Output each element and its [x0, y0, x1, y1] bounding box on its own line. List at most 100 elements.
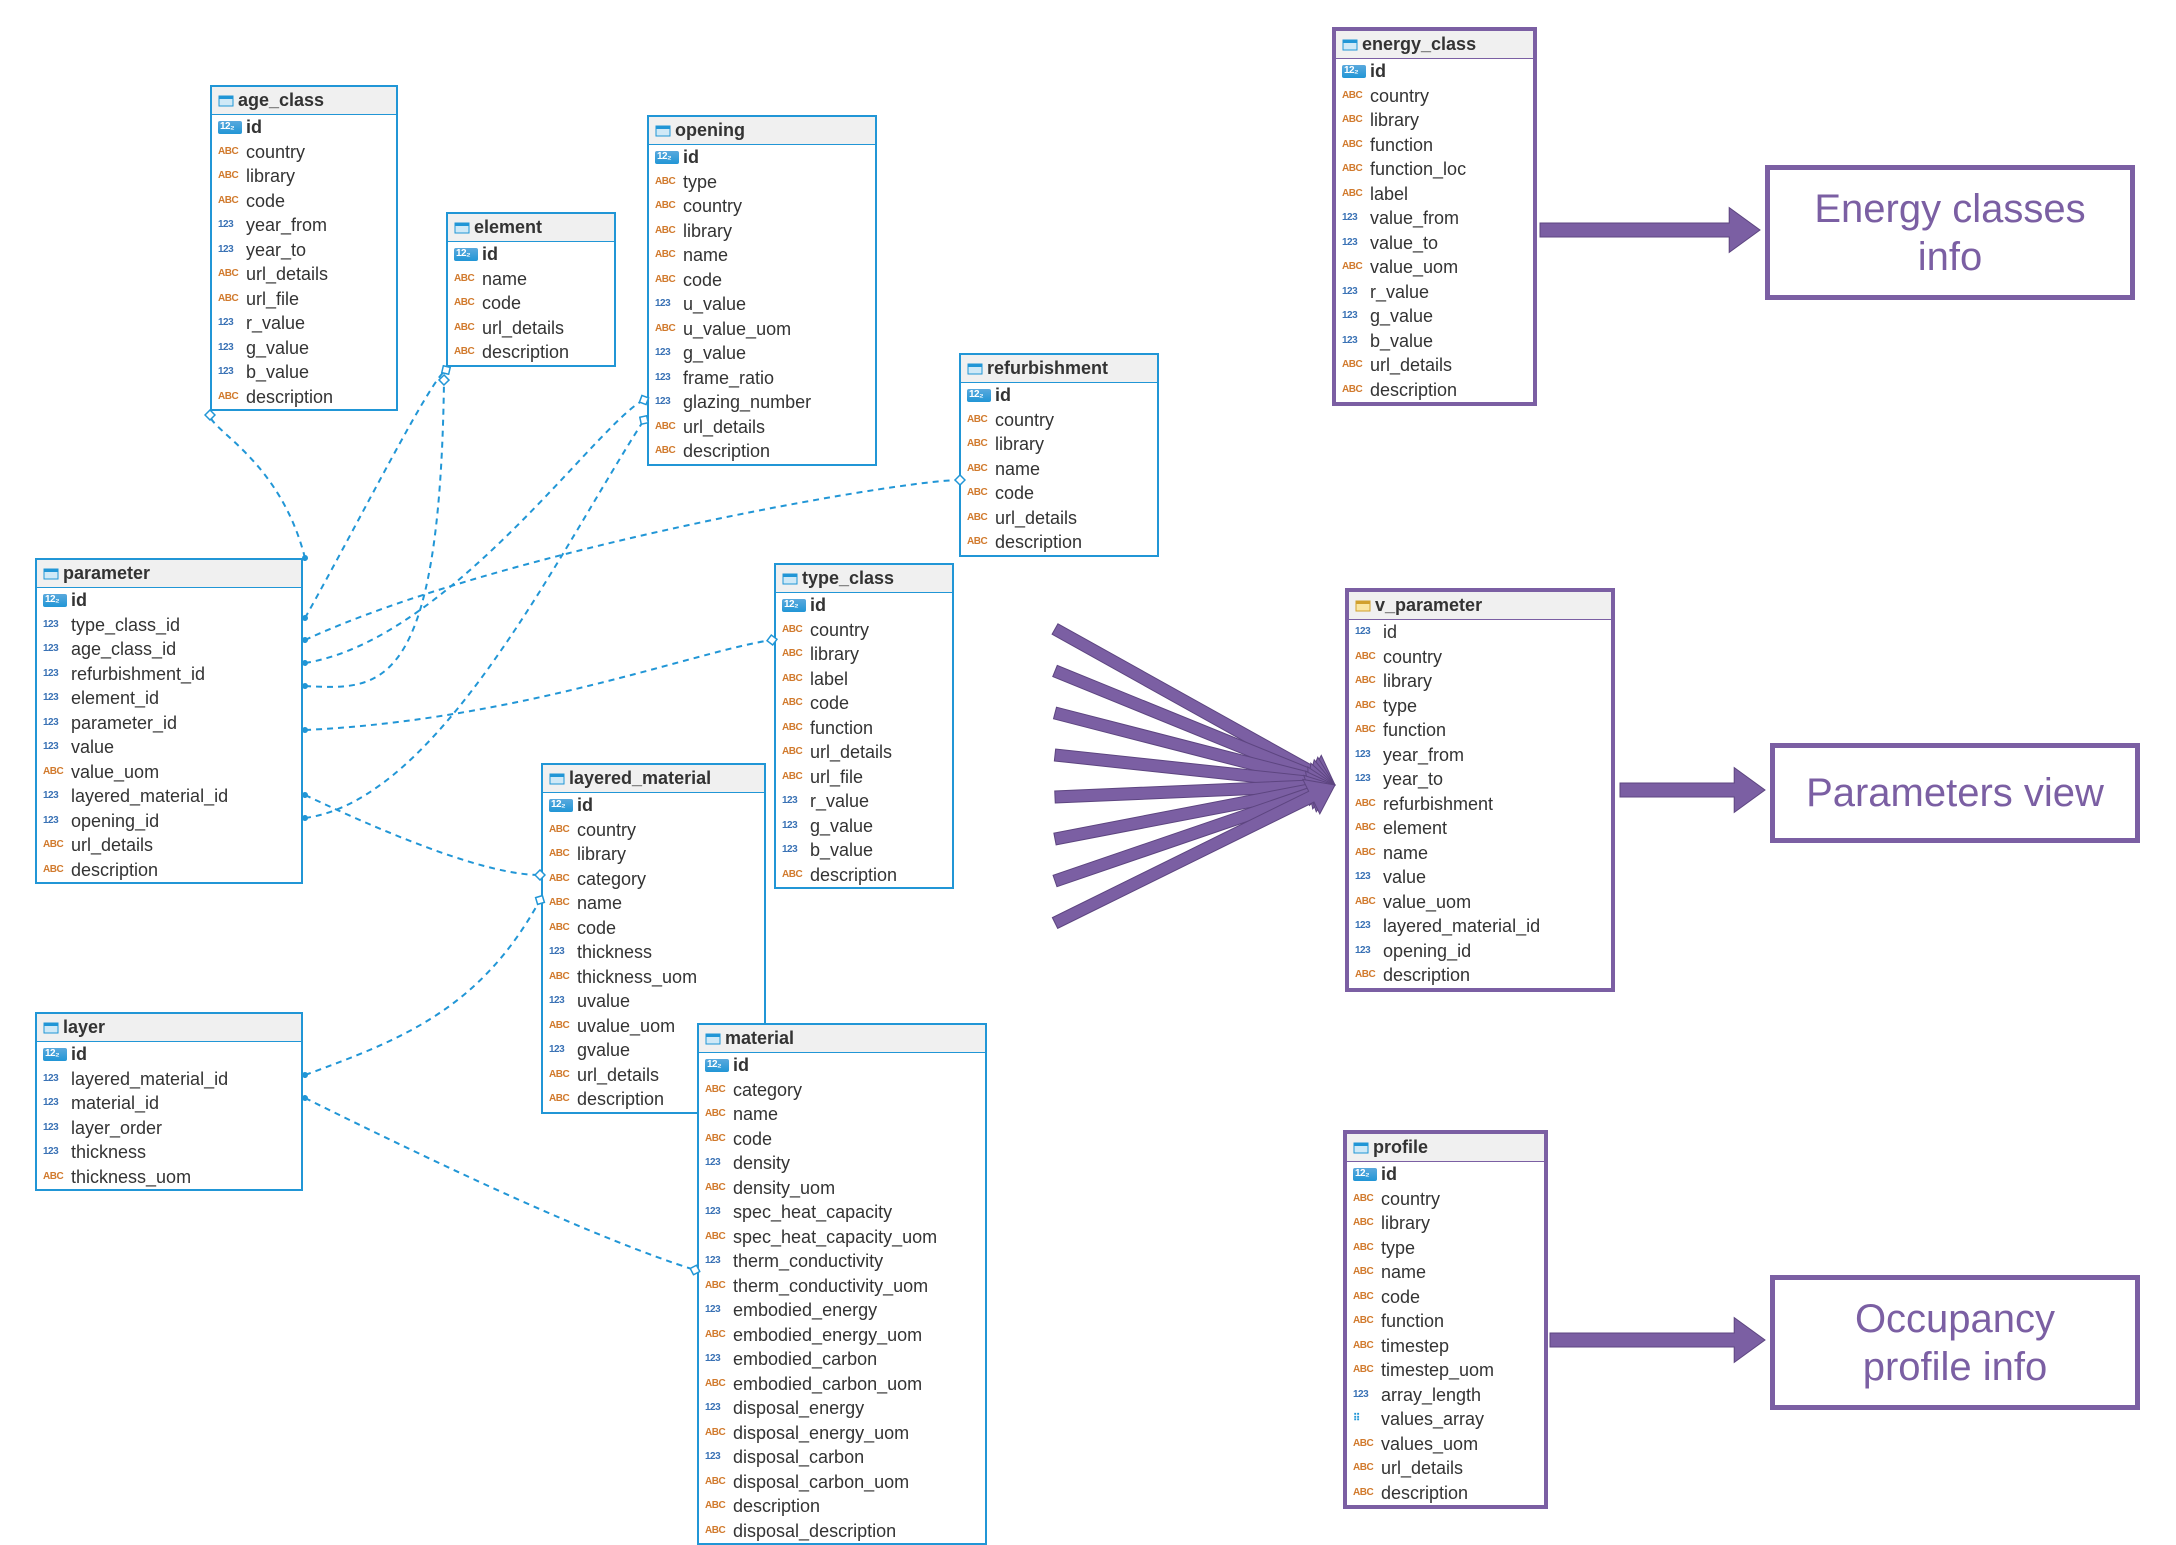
field-row[interactable]: 123therm_conductivity: [699, 1249, 985, 1274]
table-header[interactable]: type_class: [776, 565, 952, 593]
field-row[interactable]: 123b_value: [1336, 329, 1533, 354]
field-row[interactable]: ABCurl_file: [776, 765, 952, 790]
table-header[interactable]: element: [448, 214, 614, 242]
field-row[interactable]: 123r_value: [212, 311, 396, 336]
field-row[interactable]: 123value_to: [1336, 231, 1533, 256]
field-row[interactable]: 123embodied_carbon: [699, 1347, 985, 1372]
field-row[interactable]: ABCcategory: [699, 1078, 985, 1103]
table-header[interactable]: profile: [1347, 1134, 1544, 1162]
table-element[interactable]: element12₂idABCnameABCcodeABCurl_details…: [446, 212, 616, 367]
field-row[interactable]: 12₂id: [961, 383, 1157, 408]
field-row[interactable]: 123opening_id: [1349, 939, 1611, 964]
field-row[interactable]: ABClibrary: [543, 842, 764, 867]
table-opening[interactable]: opening12₂idABCtypeABCcountryABClibraryA…: [647, 115, 877, 466]
field-row[interactable]: ABCu_value_uom: [649, 317, 875, 342]
field-row[interactable]: 12₂id: [448, 242, 614, 267]
field-row[interactable]: ABCdescription: [37, 858, 301, 883]
field-row[interactable]: ABCcountry: [212, 140, 396, 165]
field-row[interactable]: 123disposal_energy: [699, 1396, 985, 1421]
field-row[interactable]: 123layered_material_id: [1349, 914, 1611, 939]
field-row[interactable]: ABClabel: [776, 667, 952, 692]
field-row[interactable]: ABCcountry: [776, 618, 952, 643]
field-row[interactable]: ABCdescription: [448, 340, 614, 365]
field-row[interactable]: ABCspec_heat_capacity_uom: [699, 1225, 985, 1250]
table-refurbishment[interactable]: refurbishment12₂idABCcountryABClibraryAB…: [959, 353, 1159, 557]
field-row[interactable]: ABClibrary: [776, 642, 952, 667]
field-row[interactable]: ABClibrary: [1336, 108, 1533, 133]
field-row[interactable]: ABCurl_details: [37, 833, 301, 858]
field-row[interactable]: 123disposal_carbon: [699, 1445, 985, 1470]
field-row[interactable]: ABCthickness_uom: [543, 965, 764, 990]
field-row[interactable]: 123year_to: [1349, 767, 1611, 792]
field-row[interactable]: ABCurl_details: [649, 415, 875, 440]
field-row[interactable]: ABCdisposal_energy_uom: [699, 1421, 985, 1446]
field-row[interactable]: ABCcountry: [961, 408, 1157, 433]
field-row[interactable]: ABCname: [649, 243, 875, 268]
field-row[interactable]: 123array_length: [1347, 1383, 1544, 1408]
field-row[interactable]: 123uvalue: [543, 989, 764, 1014]
field-row[interactable]: ABCvalue_uom: [1336, 255, 1533, 280]
field-row[interactable]: ABCtimestep_uom: [1347, 1358, 1544, 1383]
table-material[interactable]: material12₂idABCcategoryABCnameABCcode12…: [697, 1023, 987, 1545]
field-row[interactable]: 123r_value: [1336, 280, 1533, 305]
field-row[interactable]: ABCfunction: [1349, 718, 1611, 743]
field-row[interactable]: ABCurl_details: [961, 506, 1157, 531]
field-row[interactable]: ABCdescription: [1336, 378, 1533, 403]
field-row[interactable]: ABCrefurbishment: [1349, 792, 1611, 817]
field-row[interactable]: 123year_to: [212, 238, 396, 263]
field-row[interactable]: ABCvalue_uom: [1349, 890, 1611, 915]
field-row[interactable]: 12₂id: [649, 145, 875, 170]
field-row[interactable]: ABCdescription: [1349, 963, 1611, 988]
field-row[interactable]: ABCcode: [448, 291, 614, 316]
table-header[interactable]: v_parameter: [1349, 592, 1611, 620]
table-parameter[interactable]: parameter12₂id123type_class_id123age_cla…: [35, 558, 303, 884]
field-row[interactable]: ABCname: [1349, 841, 1611, 866]
field-row[interactable]: ABCdescription: [649, 439, 875, 464]
field-row[interactable]: ABCdescription: [699, 1494, 985, 1519]
field-row[interactable]: ABCname: [699, 1102, 985, 1127]
table-header[interactable]: layer: [37, 1014, 301, 1042]
table-header[interactable]: age_class: [212, 87, 396, 115]
table-type_class[interactable]: type_class12₂idABCcountryABClibraryABCla…: [774, 563, 954, 889]
field-row[interactable]: ABCtherm_conductivity_uom: [699, 1274, 985, 1299]
field-row[interactable]: ABCcountry: [649, 194, 875, 219]
field-row[interactable]: ABCcode: [649, 268, 875, 293]
field-row[interactable]: 12₂id: [1336, 59, 1533, 84]
field-row[interactable]: ABCname: [448, 267, 614, 292]
field-row[interactable]: ⠿values_array: [1347, 1407, 1544, 1432]
field-row[interactable]: 123g_value: [212, 336, 396, 361]
field-row[interactable]: 123age_class_id: [37, 637, 301, 662]
field-row[interactable]: ABClibrary: [212, 164, 396, 189]
field-row[interactable]: ABCcategory: [543, 867, 764, 892]
table-layer[interactable]: layer12₂id123layered_material_id123mater…: [35, 1012, 303, 1191]
field-row[interactable]: ABCname: [1347, 1260, 1544, 1285]
field-row[interactable]: ABCvalues_uom: [1347, 1432, 1544, 1457]
field-row[interactable]: 123glazing_number: [649, 390, 875, 415]
field-row[interactable]: 123type_class_id: [37, 613, 301, 638]
table-header[interactable]: material: [699, 1025, 985, 1053]
field-row[interactable]: ABCfunction: [1336, 133, 1533, 158]
field-row[interactable]: ABCurl_details: [1336, 353, 1533, 378]
field-row[interactable]: 123b_value: [212, 360, 396, 385]
field-row[interactable]: ABCurl_file: [212, 287, 396, 312]
field-row[interactable]: 123density: [699, 1151, 985, 1176]
field-row[interactable]: 123thickness: [37, 1140, 301, 1165]
table-profile[interactable]: profile12₂idABCcountryABClibraryABCtypeA…: [1343, 1130, 1548, 1509]
table-header[interactable]: layered_material: [543, 765, 764, 793]
field-row[interactable]: 123element_id: [37, 686, 301, 711]
field-row[interactable]: 123r_value: [776, 789, 952, 814]
field-row[interactable]: ABCembodied_energy_uom: [699, 1323, 985, 1348]
field-row[interactable]: 123u_value: [649, 292, 875, 317]
field-row[interactable]: ABCcountry: [1347, 1187, 1544, 1212]
field-row[interactable]: 123id: [1349, 620, 1611, 645]
field-row[interactable]: ABCdensity_uom: [699, 1176, 985, 1201]
field-row[interactable]: 123thickness: [543, 940, 764, 965]
field-row[interactable]: 12₂id: [37, 1042, 301, 1067]
field-row[interactable]: ABClibrary: [649, 219, 875, 244]
field-row[interactable]: ABCcode: [961, 481, 1157, 506]
field-row[interactable]: ABClibrary: [1349, 669, 1611, 694]
field-row[interactable]: 123material_id: [37, 1091, 301, 1116]
field-row[interactable]: ABCurl_details: [448, 316, 614, 341]
field-row[interactable]: 12₂id: [1347, 1162, 1544, 1187]
field-row[interactable]: ABCtype: [1347, 1236, 1544, 1261]
